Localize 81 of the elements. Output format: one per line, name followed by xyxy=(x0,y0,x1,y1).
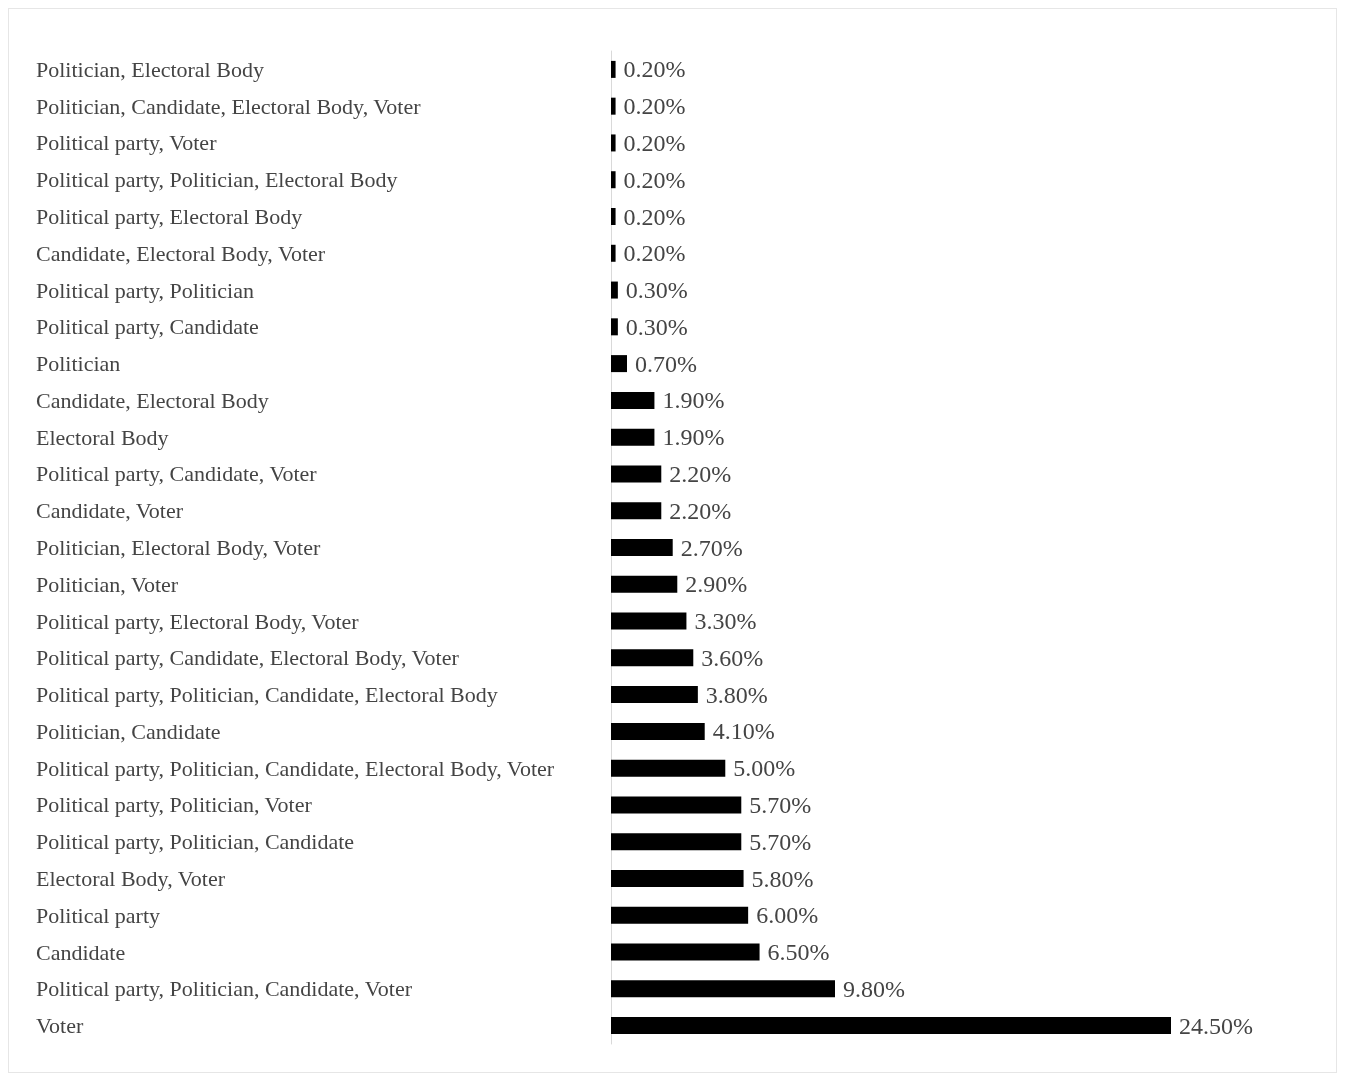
bar xyxy=(611,759,726,777)
y-tick-label: Politician xyxy=(36,351,121,377)
bar xyxy=(611,134,616,152)
data-label: 0.20% xyxy=(623,203,686,230)
y-tick-label: Candidate, Electoral Body xyxy=(36,387,269,413)
bar xyxy=(611,281,618,299)
data-label: 3.60% xyxy=(701,644,764,671)
data-label: 2.20% xyxy=(669,497,732,524)
bar xyxy=(611,355,627,373)
data-label: 9.80% xyxy=(843,975,905,1002)
bar xyxy=(611,428,655,446)
y-tick-label: Politician, Electoral Body xyxy=(36,56,264,82)
y-tick-label: Political party, Politician xyxy=(36,277,254,303)
bar xyxy=(611,60,616,78)
data-label: 6.00% xyxy=(756,902,819,929)
bar xyxy=(611,391,655,409)
bar xyxy=(611,208,616,225)
bar xyxy=(611,796,742,814)
y-tick-label: Politician, Voter xyxy=(36,571,179,597)
y-tick-label: Voter xyxy=(36,1013,84,1039)
data-label: 6.50% xyxy=(767,939,830,966)
bar xyxy=(611,833,742,851)
data-label: 3.80% xyxy=(705,681,768,708)
y-tick-label: Candidate, Voter xyxy=(36,498,184,524)
bar xyxy=(611,906,749,924)
data-label: 5.00% xyxy=(733,755,796,782)
data-label: 0.20% xyxy=(623,166,686,193)
bar xyxy=(611,318,618,336)
bar xyxy=(611,870,744,887)
bar xyxy=(611,171,616,189)
y-tick-label: Candidate, Electoral Body, Voter xyxy=(36,240,326,266)
y-tick-label: Candidate xyxy=(36,939,126,965)
bar xyxy=(611,1017,1171,1035)
data-label: 24.50% xyxy=(1179,1012,1253,1039)
y-tick-label: Political party xyxy=(36,902,161,928)
y-tick-label: Political party, Politician, Candidate, Electoral Body xyxy=(36,682,498,708)
bar xyxy=(611,722,705,740)
y-tick-label: Political party, Voter xyxy=(36,130,218,156)
data-label: 0.30% xyxy=(625,313,688,340)
y-tick-label: Electoral Body, Voter xyxy=(36,866,226,891)
y-tick-label: Politician, Candidate, Electoral Body, Voter xyxy=(36,93,422,119)
bar xyxy=(611,97,616,115)
data-label: 1.90% xyxy=(662,424,725,451)
bar xyxy=(611,575,678,593)
bar xyxy=(611,980,835,998)
data-label: 3.30% xyxy=(694,608,757,635)
y-tick-label: Political party, Electoral Body, Voter xyxy=(36,608,360,634)
data-label: 0.20% xyxy=(623,129,686,156)
data-label: 0.20% xyxy=(623,56,686,83)
bar xyxy=(611,649,694,667)
y-tick-label: Political party, Candidate, Electoral Body, Voter xyxy=(36,645,460,671)
bar xyxy=(611,612,687,630)
bar xyxy=(611,465,662,483)
data-label: 2.90% xyxy=(685,571,748,598)
bar xyxy=(611,539,673,556)
y-tick-label: Political party, Candidate, Voter xyxy=(36,461,318,487)
y-tick-label: Political party, Electoral Body xyxy=(36,204,303,229)
bar xyxy=(611,686,698,704)
y-tick-label: Politician, Candidate xyxy=(36,718,221,744)
data-label: 1.90% xyxy=(662,387,725,414)
data-label: 5.80% xyxy=(751,865,814,892)
data-label: 5.70% xyxy=(749,791,812,818)
y-tick-label: Political party, Politician, Candidate, Voter xyxy=(36,976,413,1002)
y-tick-label: Political party, Politician, Electoral Body xyxy=(36,167,398,193)
y-tick-label: Political party, Politician, Voter xyxy=(36,792,313,818)
y-tick-label: Electoral Body xyxy=(36,424,169,450)
y-tick-label: Politician, Electoral Body, Voter xyxy=(36,535,321,560)
data-label: 5.70% xyxy=(749,828,812,855)
y-tick-label: Political party, Politician, Candidate, Electoral Body, Voter xyxy=(36,755,555,781)
y-tick-label: Political party, Politician, Candidate xyxy=(36,829,355,855)
data-label: 4.10% xyxy=(712,718,775,745)
data-label: 2.70% xyxy=(680,534,743,561)
bar xyxy=(611,943,760,961)
data-label: 0.70% xyxy=(635,350,697,377)
y-tick-label: Political party, Candidate xyxy=(36,314,259,340)
data-label: 0.20% xyxy=(623,240,686,267)
data-label: 0.20% xyxy=(623,93,686,120)
data-label: 0.30% xyxy=(625,277,688,304)
bar xyxy=(611,502,662,520)
bar xyxy=(611,244,616,262)
data-label: 2.20% xyxy=(669,460,732,487)
